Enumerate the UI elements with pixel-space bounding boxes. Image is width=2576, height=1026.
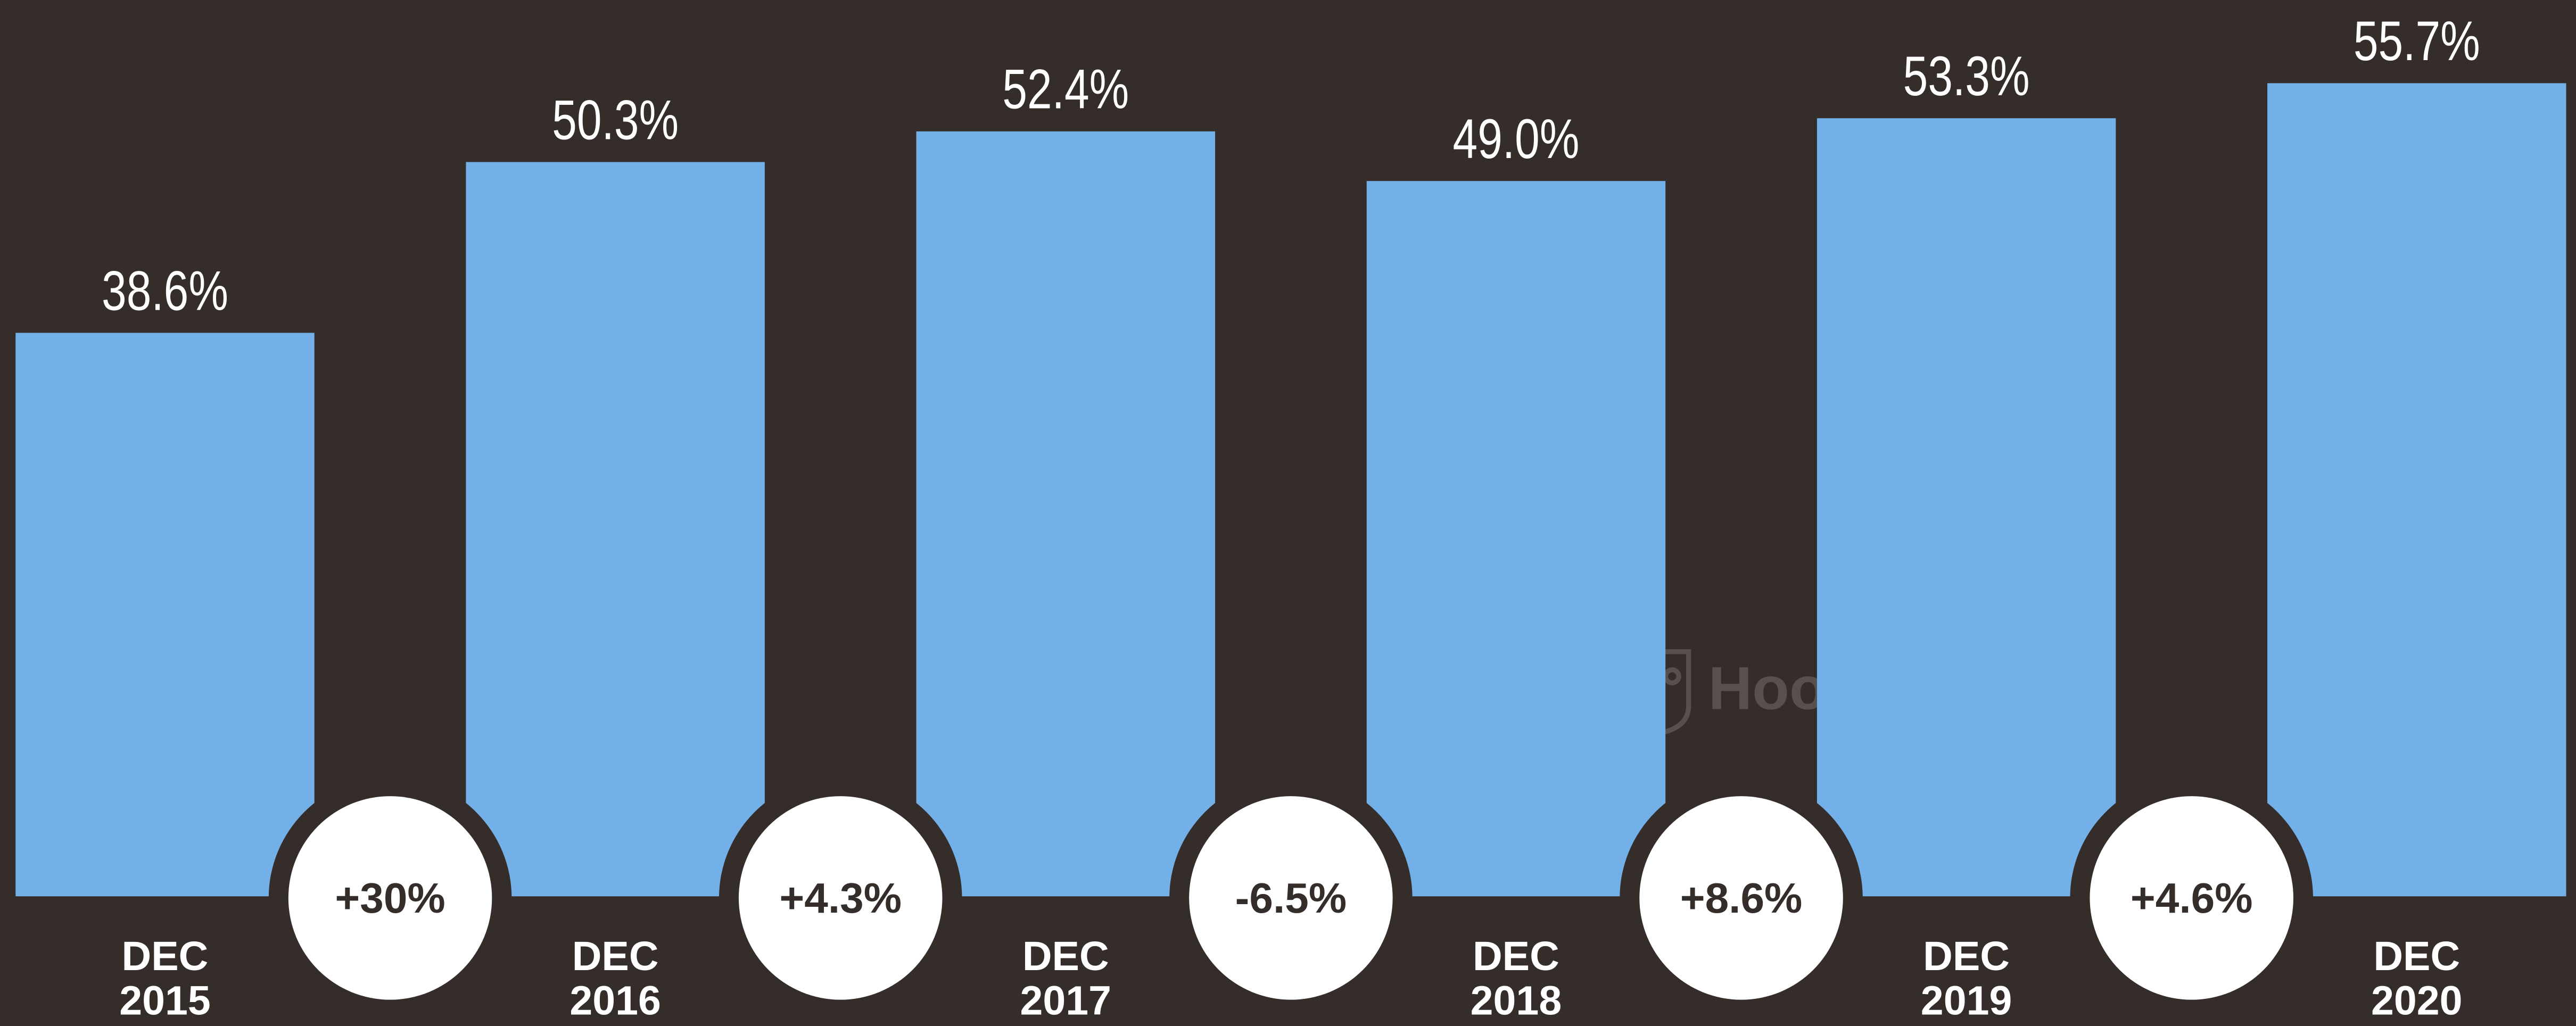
x-tick-label: DEC 2016 bbox=[569, 936, 661, 1024]
change-label: +30% bbox=[335, 874, 445, 922]
x-tick-label-box: DEC 2015 bbox=[119, 936, 211, 1024]
x-tick-label-box: DEC 2018 bbox=[1470, 936, 1562, 1024]
bar bbox=[916, 131, 1216, 897]
bar bbox=[1366, 181, 1666, 897]
value-label: 52.4% bbox=[1002, 59, 1129, 121]
x-tick-label: DEC 2018 bbox=[1470, 936, 1562, 1024]
value-label: 55.7% bbox=[2354, 10, 2480, 72]
value-label: 49.0% bbox=[1453, 108, 1580, 170]
change-label: +4.6% bbox=[2131, 874, 2253, 922]
x-tick-label-box: DEC 2020 bbox=[2371, 936, 2463, 1024]
change-label: +4.3% bbox=[779, 874, 902, 922]
x-tick-label-box: DEC 2017 bbox=[1020, 936, 1112, 1024]
x-tick-label: DEC 2019 bbox=[1920, 936, 2012, 1024]
change-bubble bbox=[2090, 796, 2293, 1000]
value-label: 38.6% bbox=[102, 260, 228, 322]
bar bbox=[466, 162, 765, 897]
x-tick-label-box: DEC 2019 bbox=[1920, 936, 2012, 1024]
change-bubble bbox=[288, 796, 492, 1000]
change-bubble bbox=[1189, 796, 1393, 1000]
bar bbox=[1817, 118, 2116, 897]
bar bbox=[15, 333, 315, 897]
bar bbox=[2267, 83, 2566, 897]
x-tick-label: DEC 2017 bbox=[1020, 936, 1112, 1024]
x-tick-label: DEC 2020 bbox=[2371, 936, 2463, 1024]
x-tick-label: DEC 2015 bbox=[119, 936, 211, 1024]
value-label: 53.3% bbox=[1903, 45, 2030, 107]
x-tick-label-box: DEC 2016 bbox=[569, 936, 661, 1024]
value-label: 50.3% bbox=[552, 89, 679, 151]
change-label: +8.6% bbox=[1680, 874, 1803, 922]
change-bubble bbox=[738, 796, 943, 1000]
change-bubble bbox=[1639, 796, 1843, 1000]
change-label: -6.5% bbox=[1235, 874, 1347, 922]
